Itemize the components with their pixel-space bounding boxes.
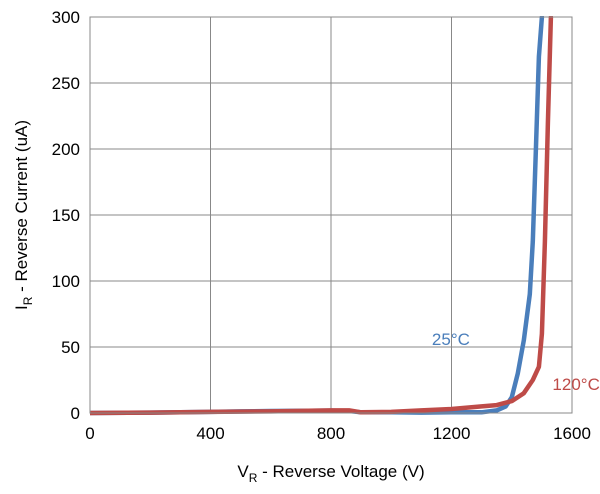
x-tick-label: 1600: [553, 424, 591, 443]
series-layer: [90, 16, 554, 416]
y-tick-label: 0: [71, 404, 80, 423]
x-axis-label-rest: - Reverse Voltage (V): [257, 462, 424, 481]
series-annotation: 25°C: [432, 330, 470, 349]
plot-frame: [89, 16, 573, 414]
y-tick-label: 200: [52, 140, 80, 159]
y-tick-label: 300: [52, 8, 80, 27]
y-axis-label: IR - Reverse Current (uA): [12, 120, 35, 310]
x-tick-label: 0: [85, 424, 94, 443]
x-axis-label-main: V: [237, 462, 249, 481]
y-axis-label-sub: R: [21, 296, 35, 305]
x-axis-label: VR - Reverse Voltage (V): [237, 462, 424, 485]
x-tick-labels: 0 400 800 1200 1600: [85, 424, 591, 443]
y-axis-label-rest: - Reverse Current (uA): [12, 120, 31, 297]
x-axis-label-sub: R: [249, 471, 258, 485]
series-line-120C: [90, 16, 554, 416]
y-tick-label: 150: [52, 206, 80, 225]
grid: [90, 17, 572, 413]
x-tick-label: 1200: [433, 424, 471, 443]
x-tick-label: 400: [196, 424, 224, 443]
series-annotation: 120°C: [552, 375, 599, 394]
y-tick-labels: 0 50 100 150 200 250 300: [52, 8, 80, 423]
x-tick-label: 800: [317, 424, 345, 443]
y-tick-label: 50: [61, 338, 80, 357]
series-annotations: 25°C 120°C: [432, 330, 600, 394]
y-axis-label-main: I: [12, 305, 31, 310]
y-tick-label: 100: [52, 272, 80, 291]
y-tick-label: 250: [52, 74, 80, 93]
